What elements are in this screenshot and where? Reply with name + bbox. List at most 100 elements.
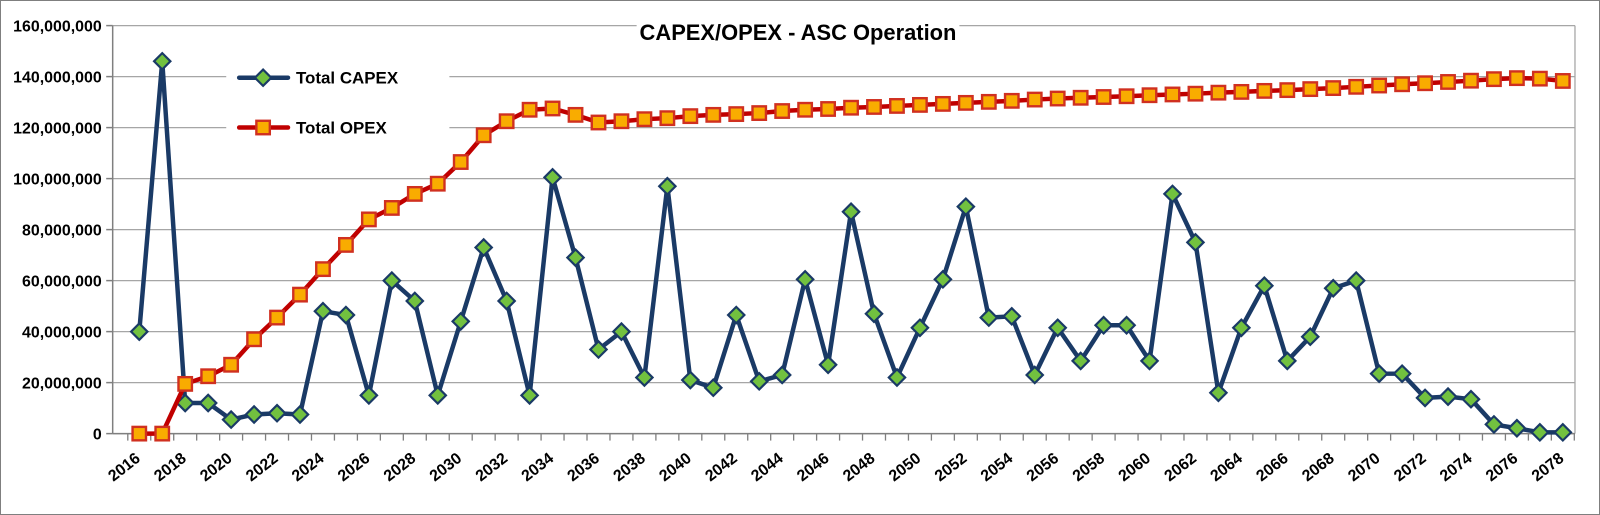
x-tick-label: 2034 bbox=[519, 450, 557, 485]
capex-marker bbox=[1392, 363, 1412, 384]
x-tick-label: 2076 bbox=[1483, 450, 1521, 485]
opex-marker bbox=[659, 110, 676, 127]
capex-marker bbox=[542, 167, 563, 188]
capex-marker bbox=[588, 339, 609, 360]
x-tick-label: 2070 bbox=[1345, 450, 1383, 485]
opex-marker bbox=[1371, 77, 1388, 94]
capex-marker bbox=[496, 291, 517, 311]
x-tick-label: 2066 bbox=[1253, 450, 1291, 485]
opex-marker bbox=[1187, 85, 1204, 102]
opex-marker bbox=[246, 331, 262, 348]
capex-marker bbox=[1093, 315, 1114, 335]
opex-marker bbox=[934, 95, 951, 112]
capex-marker bbox=[1116, 315, 1137, 335]
opex-marker bbox=[1279, 82, 1296, 99]
legend-item-total-opex[interactable]: Total OPEX bbox=[236, 118, 388, 137]
series-total-capex bbox=[129, 51, 1573, 443]
capex-marker bbox=[979, 307, 999, 328]
opex-marker bbox=[682, 108, 699, 125]
opex-marker bbox=[315, 261, 331, 278]
opex-marker bbox=[980, 93, 997, 110]
capex-marker bbox=[152, 51, 172, 72]
x-tick-label: 2052 bbox=[932, 450, 970, 485]
y-tick-label: 160,000,000 bbox=[13, 19, 102, 36]
x-tick-label: 2064 bbox=[1207, 450, 1245, 485]
opex-marker bbox=[521, 101, 538, 118]
opex-marker bbox=[269, 309, 285, 326]
opex-marker bbox=[544, 100, 561, 117]
capex-marker bbox=[1369, 363, 1389, 384]
opex-marker bbox=[1440, 74, 1456, 90]
capex-marker bbox=[382, 270, 402, 291]
x-tick-label: 2036 bbox=[565, 450, 603, 485]
capex-marker bbox=[864, 304, 884, 324]
opex-marker bbox=[1256, 82, 1273, 99]
x-tick-label: 2028 bbox=[381, 450, 419, 485]
capex-marker bbox=[565, 247, 586, 268]
capex-marker bbox=[1254, 275, 1275, 296]
x-tick-label: 2078 bbox=[1529, 450, 1567, 485]
opex-marker bbox=[498, 113, 515, 130]
x-tick-label: 2042 bbox=[702, 450, 740, 485]
capex-marker bbox=[910, 318, 930, 338]
capex-marker bbox=[1025, 365, 1045, 385]
opex-marker bbox=[774, 103, 791, 119]
opex-marker bbox=[705, 106, 722, 123]
y-tick-label: 20,000,000 bbox=[22, 376, 102, 393]
capex-marker bbox=[129, 321, 149, 342]
x-tick-label: 2022 bbox=[243, 450, 281, 485]
x-tick-label: 2062 bbox=[1162, 450, 1200, 485]
x-tick-label: 2040 bbox=[656, 450, 694, 485]
capex-marker bbox=[428, 385, 448, 406]
opex-marker bbox=[200, 368, 217, 385]
capex-marker bbox=[887, 367, 907, 388]
y-axis-labels: 0 20,000,000 40,000,000 60,000,000 80,000,00… bbox=[13, 19, 113, 444]
x-tick-label: 2030 bbox=[427, 450, 465, 485]
opex-marker bbox=[406, 185, 423, 202]
opex-marker bbox=[1072, 89, 1089, 106]
opex-marker bbox=[912, 96, 928, 113]
x-tick-label: 2024 bbox=[289, 450, 327, 485]
capex-marker bbox=[680, 370, 701, 390]
opex-marker bbox=[1026, 91, 1043, 108]
opex-marker bbox=[1394, 76, 1411, 93]
capex-marker bbox=[1553, 422, 1573, 443]
x-tick-label: 2038 bbox=[610, 450, 648, 485]
series-total-opex bbox=[131, 70, 1571, 442]
opex-marker bbox=[292, 286, 308, 303]
capex-marker bbox=[451, 311, 471, 332]
capex-marker bbox=[1139, 351, 1160, 371]
capex-marker bbox=[1346, 270, 1366, 291]
opex-marker bbox=[1233, 83, 1250, 100]
opex-marker bbox=[1095, 89, 1112, 105]
x-tick-label: 2050 bbox=[886, 450, 924, 485]
capex-marker bbox=[198, 393, 218, 413]
title-background bbox=[636, 10, 960, 49]
capex-marker bbox=[1047, 318, 1068, 338]
opex-marker bbox=[131, 425, 148, 442]
chart-title-group: CAPEX/OPEX - ASC Operation bbox=[636, 10, 960, 49]
opex-marker bbox=[429, 175, 446, 192]
capex-marker bbox=[336, 305, 356, 325]
capex-marker bbox=[359, 385, 379, 406]
capex-diamond-marker-icon bbox=[253, 67, 273, 88]
opex-square-marker-icon bbox=[255, 119, 272, 136]
x-tick-label: 2032 bbox=[473, 450, 511, 485]
opex-marker bbox=[1210, 84, 1227, 101]
capex-marker bbox=[1070, 351, 1091, 371]
capex-marker bbox=[1231, 318, 1252, 338]
capex-marker bbox=[634, 367, 655, 388]
x-tick-label: 2060 bbox=[1116, 450, 1154, 485]
opex-marker bbox=[1302, 81, 1319, 98]
capex-marker bbox=[1185, 232, 1206, 253]
opex-marker bbox=[475, 127, 492, 144]
capex-marker bbox=[290, 404, 310, 425]
legend-label-total-capex: Total CAPEX bbox=[296, 69, 399, 88]
legend-item-total-capex[interactable]: Total CAPEX bbox=[236, 67, 399, 88]
x-axis-labels: 2016 2018 2020 2022 2024 2026 2028 2030 2032 2034… bbox=[105, 450, 1567, 485]
capex-marker bbox=[519, 385, 540, 406]
opex-marker bbox=[1486, 71, 1502, 88]
legend-label-total-opex: Total OPEX bbox=[296, 118, 388, 137]
opex-marker bbox=[797, 101, 814, 118]
